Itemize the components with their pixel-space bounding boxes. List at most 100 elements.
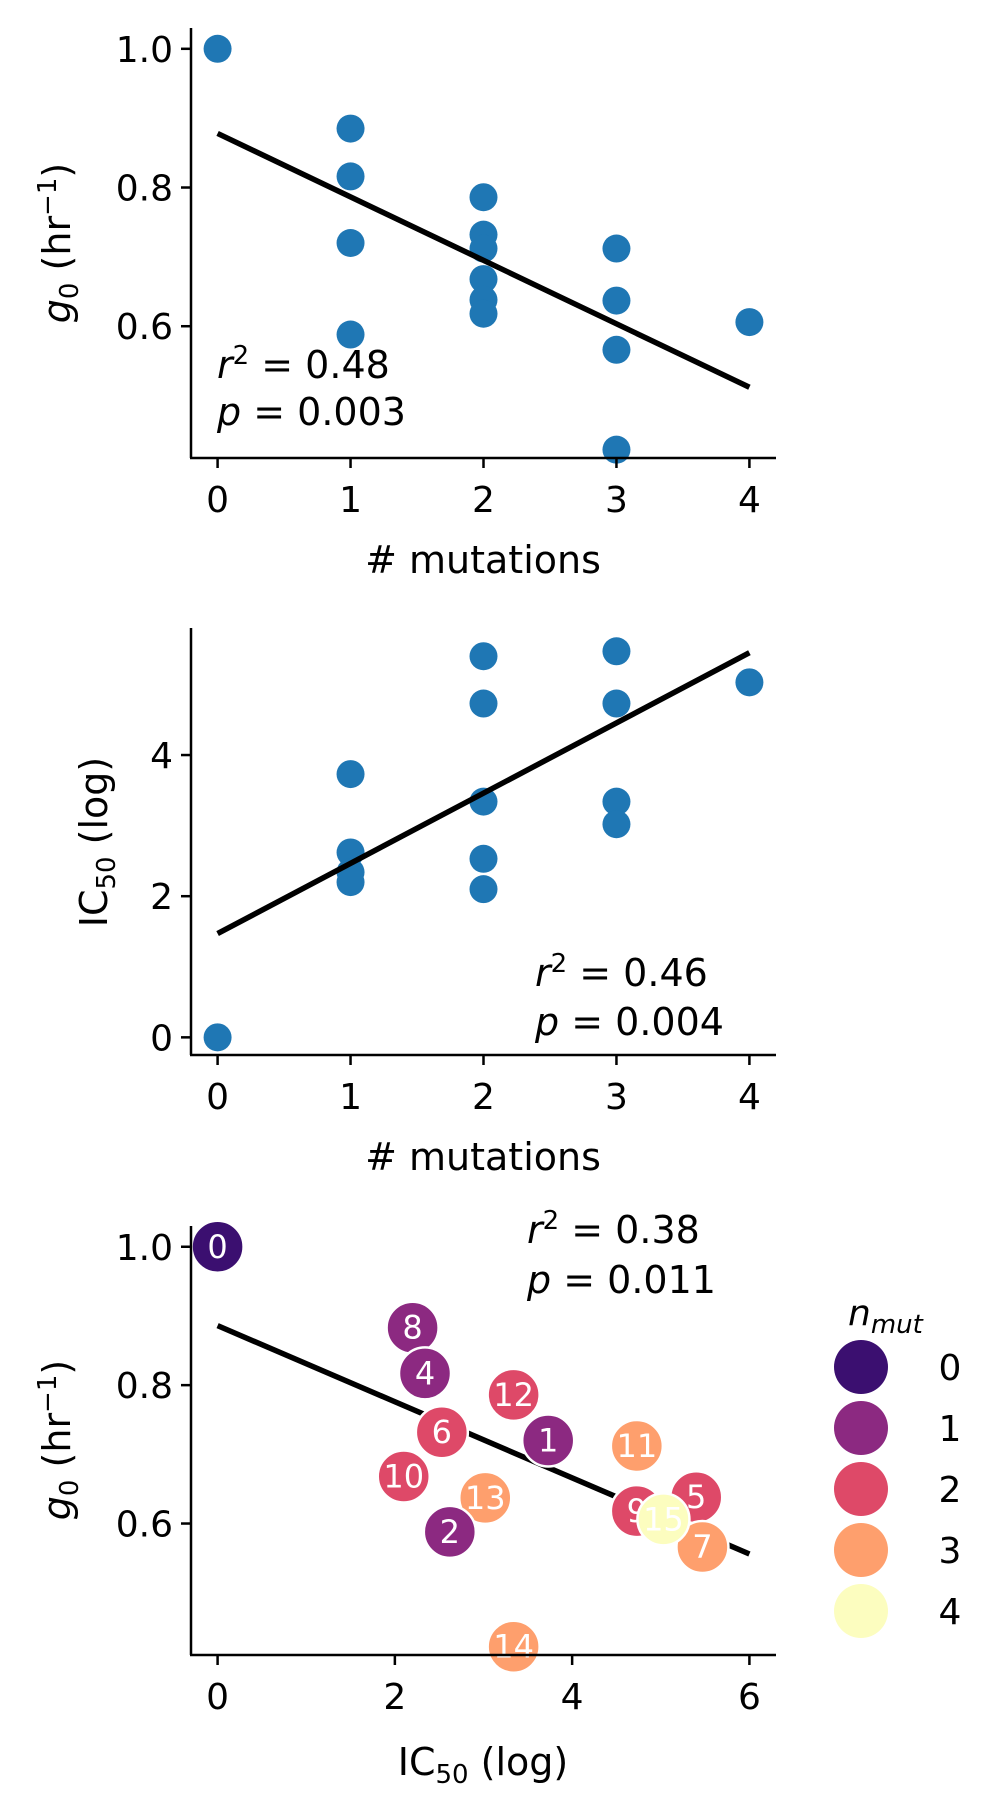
data-point	[602, 435, 631, 464]
data-point-label: 6	[432, 1413, 452, 1451]
data-point-marker	[636, 1492, 691, 1547]
x-axis-label: # mutations	[365, 1135, 601, 1179]
y-tick-label: 0.6	[116, 307, 173, 348]
y-tick-label: 2	[150, 877, 173, 918]
fit-line	[216, 650, 751, 937]
data-point	[336, 868, 365, 897]
regression-line	[216, 650, 751, 937]
x-tick-label: 2	[472, 1077, 495, 1118]
data-point-label: 11	[616, 1427, 657, 1465]
labeled-data-point: 4	[397, 1346, 453, 1401]
data-point	[469, 642, 498, 671]
data-point-label: 15	[643, 1500, 684, 1538]
labeled-data-point: 1	[520, 1413, 576, 1468]
y-tick-label: 0.6	[116, 1505, 173, 1546]
data-point-label: 14	[493, 1628, 534, 1666]
x-tick-label: 6	[738, 1677, 761, 1718]
data-point	[735, 668, 764, 697]
x-ticks: 0 1 2 3 4	[206, 1055, 761, 1118]
legend-items: 0 1 2 3 4	[834, 1340, 961, 1638]
labeled-data-point: 15	[636, 1492, 691, 1547]
data-point-marker	[675, 1519, 730, 1575]
y-tick-label: 0	[150, 1018, 173, 1059]
data-point	[602, 689, 631, 718]
data-point-marker	[414, 1404, 470, 1460]
legend-label: 1	[939, 1409, 962, 1450]
data-point	[602, 335, 631, 364]
x-tick-label: 4	[738, 1077, 761, 1118]
y-tick-label: 0.8	[116, 1366, 173, 1407]
legend-item: 4	[834, 1584, 961, 1638]
labeled-data-point: 0	[190, 1219, 245, 1275]
legend-marker	[834, 1523, 888, 1577]
data-point-label: 12	[493, 1376, 534, 1414]
data-point-marker	[609, 1418, 665, 1474]
data-point	[602, 234, 631, 263]
data-point	[336, 320, 365, 349]
data-point-marker	[397, 1346, 453, 1401]
x-ticks: 0 2 4 6	[206, 1655, 761, 1718]
legend-item: 1	[834, 1401, 961, 1455]
x-tick-label: 4	[738, 480, 761, 521]
legend-marker	[834, 1401, 888, 1455]
legend-item: 3	[834, 1523, 961, 1577]
y-axis-label: g0 (hr−1)	[33, 163, 85, 323]
x-tick-label: 3	[605, 480, 628, 521]
y-tick-label: 1.0	[116, 30, 173, 71]
data-points	[203, 34, 764, 464]
regression-line	[216, 130, 751, 390]
legend-label: 2	[939, 1470, 962, 1511]
data-point-label: 8	[402, 1309, 422, 1347]
data-point	[469, 689, 498, 718]
legend-item: 0	[834, 1340, 961, 1394]
y-tick-label: 1.0	[116, 1228, 173, 1269]
data-point	[203, 1023, 232, 1052]
data-point-marker	[422, 1504, 478, 1560]
legend-title: nmut	[848, 1293, 924, 1340]
data-point	[469, 875, 498, 904]
p-value-annotation: p = 0.004	[534, 1000, 724, 1044]
data-point-label: 2	[440, 1513, 460, 1551]
labeled-data-point: 8	[385, 1300, 440, 1355]
r-squared-annotation: r2 = 0.48	[217, 341, 390, 387]
legend-label: 4	[939, 1592, 962, 1633]
x-axis-label: IC50 (log)	[398, 1740, 569, 1790]
x-axis-label: # mutations	[365, 538, 601, 582]
data-point-marker	[376, 1449, 431, 1504]
p-value-annotation: p = 0.003	[216, 390, 406, 434]
x-tick-label: 0	[206, 1077, 229, 1118]
p-value-annotation: p = 0.011	[526, 1258, 716, 1302]
data-point	[469, 265, 498, 294]
r-squared-annotation: r2 = 0.46	[535, 949, 708, 995]
data-point	[469, 299, 498, 328]
data-point-label: 5	[686, 1478, 706, 1516]
y-tick-label: 4	[150, 736, 173, 777]
data-point	[203, 34, 232, 63]
labeled-data-point: 7	[675, 1519, 730, 1575]
labeled-data-point: 10	[376, 1449, 431, 1504]
data-point	[336, 760, 365, 789]
x-tick-label: 2	[472, 480, 495, 521]
data-point	[602, 787, 631, 816]
data-point	[469, 183, 498, 212]
data-point-marker	[486, 1619, 541, 1674]
data-point	[735, 308, 764, 337]
labeled-data-point: 6	[414, 1404, 470, 1460]
y-ticks: 0 2 4	[150, 736, 191, 1059]
legend-marker	[834, 1462, 888, 1516]
labeled-data-point: 2	[422, 1504, 478, 1560]
labeled-data-point: 12	[486, 1367, 541, 1423]
data-point-label: 0	[207, 1228, 227, 1266]
y-axis-label: g0 (hr−1)	[33, 1360, 85, 1520]
x-tick-label: 1	[339, 480, 362, 521]
x-tick-label: 1	[339, 1077, 362, 1118]
data-point-marker	[520, 1413, 576, 1468]
legend-item: 2	[834, 1462, 961, 1516]
data-point-label: 7	[692, 1528, 712, 1566]
labeled-data-point: 11	[609, 1418, 665, 1474]
legend-marker	[834, 1340, 888, 1394]
x-ticks: 0 1 2 3 4	[206, 458, 761, 521]
